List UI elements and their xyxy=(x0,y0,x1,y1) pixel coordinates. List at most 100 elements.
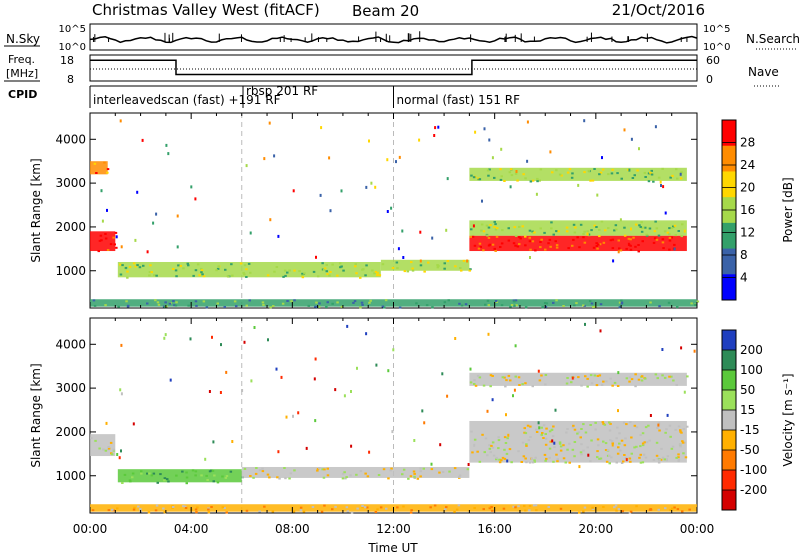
echo-speckle xyxy=(567,247,570,250)
echo-speckle xyxy=(602,241,606,244)
echo-speckle xyxy=(639,461,643,464)
echo-speckle xyxy=(686,425,689,428)
echo-speckle xyxy=(499,178,503,181)
echo-speckle xyxy=(326,273,329,276)
echo-speckle xyxy=(639,445,642,448)
echo-speckle xyxy=(288,477,291,480)
echo-speckle xyxy=(657,508,660,511)
colorbar-tick-label: 4 xyxy=(740,271,748,285)
echo-speckle xyxy=(590,382,594,385)
echo-speckle xyxy=(663,230,667,233)
echo-speckle xyxy=(502,507,506,510)
echo-speckle xyxy=(619,449,622,452)
echo-region xyxy=(117,469,242,483)
echo-speckle xyxy=(599,303,603,306)
echo-speckle xyxy=(478,242,482,245)
colorbar-tick-label: -100 xyxy=(740,463,767,477)
echo-speckle xyxy=(640,230,644,233)
echo-speckle xyxy=(431,306,434,309)
echo-speckle xyxy=(441,471,445,473)
echo-scatter xyxy=(119,119,122,123)
colorbar-segment xyxy=(722,248,736,275)
echo-speckle xyxy=(336,301,339,304)
echo-speckle xyxy=(641,444,645,447)
echo-speckle xyxy=(677,453,680,456)
echo-scatter xyxy=(163,336,166,340)
echo-speckle xyxy=(445,506,448,509)
echo-speckle xyxy=(243,273,246,276)
echo-speckle xyxy=(662,247,665,250)
n-sky-tick-top: 10^5 xyxy=(59,24,86,35)
echo-scatter xyxy=(120,449,122,453)
echo-speckle xyxy=(479,246,482,248)
echo-speckle xyxy=(495,235,499,238)
echo-speckle xyxy=(681,440,684,443)
echo-speckle xyxy=(412,470,416,473)
echo-speckle xyxy=(617,239,620,242)
echo-speckle xyxy=(94,439,97,442)
echo-speckle xyxy=(641,226,645,229)
echo-speckle xyxy=(460,269,463,272)
echo-speckle xyxy=(390,467,393,470)
echo-speckle xyxy=(98,239,102,242)
echo-speckle xyxy=(558,441,562,444)
echo-speckle xyxy=(470,430,473,433)
echo-speckle xyxy=(477,177,480,180)
echo-speckle xyxy=(419,470,422,473)
echo-speckle xyxy=(448,470,451,473)
echo-speckle xyxy=(522,173,525,176)
echo-speckle xyxy=(514,244,517,247)
station-title: Christmas Valley West (fitACF) xyxy=(92,1,320,19)
echo-speckle xyxy=(577,376,580,379)
echo-speckle xyxy=(666,455,670,458)
echo-speckle xyxy=(487,174,490,177)
echo-speckle xyxy=(551,435,555,438)
cpid-panel: CPID interleavedscan (fast) +191 RFrbsp … xyxy=(8,84,697,108)
echo-speckle xyxy=(664,507,667,510)
echo-speckle xyxy=(629,460,632,463)
echo-speckle xyxy=(243,467,247,470)
echo-speckle xyxy=(289,472,293,475)
echo-speckle xyxy=(644,426,648,429)
colorbar-tick-label: 50 xyxy=(740,383,755,397)
echo-speckle xyxy=(517,505,520,508)
noise-series-line xyxy=(89,35,698,44)
echo-speckle xyxy=(413,475,416,478)
echo-speckle xyxy=(555,246,559,249)
echo-speckle xyxy=(112,236,115,239)
echo-speckle xyxy=(491,243,495,246)
echo-scatter xyxy=(693,349,696,353)
echo-scatter xyxy=(537,421,540,425)
echo-speckle xyxy=(655,454,659,457)
echo-speckle xyxy=(489,385,492,388)
echo-speckle xyxy=(623,234,627,237)
echo-speckle xyxy=(552,233,555,236)
echo-speckle xyxy=(507,374,511,377)
echo-speckle xyxy=(598,173,601,176)
echo-speckle xyxy=(648,227,652,230)
echo-speckle xyxy=(615,509,618,512)
echo-speckle xyxy=(95,172,98,174)
echo-speckle xyxy=(373,272,376,275)
echo-speckle xyxy=(600,220,604,223)
echo-scatter xyxy=(189,337,192,341)
echo-scatter xyxy=(398,155,401,159)
echo-speckle xyxy=(438,471,441,474)
echo-scatter xyxy=(100,189,103,193)
echo-scatter xyxy=(599,329,602,333)
echo-speckle xyxy=(619,249,623,252)
echo-speckle xyxy=(352,301,355,304)
echo-speckle xyxy=(495,458,498,461)
echo-speckle xyxy=(670,375,673,378)
echo-speckle xyxy=(201,273,204,276)
colorbar-title: Velocity [m s⁻¹] xyxy=(781,373,795,466)
echo-speckle xyxy=(227,275,230,278)
echo-speckle xyxy=(681,441,685,444)
echo-region xyxy=(380,259,470,271)
echo-speckle xyxy=(566,428,569,430)
echo-speckle xyxy=(578,246,581,249)
echo-speckle xyxy=(476,374,480,377)
echo-speckle xyxy=(590,439,593,442)
echo-scatter xyxy=(419,259,422,263)
echo-speckle xyxy=(514,375,517,378)
